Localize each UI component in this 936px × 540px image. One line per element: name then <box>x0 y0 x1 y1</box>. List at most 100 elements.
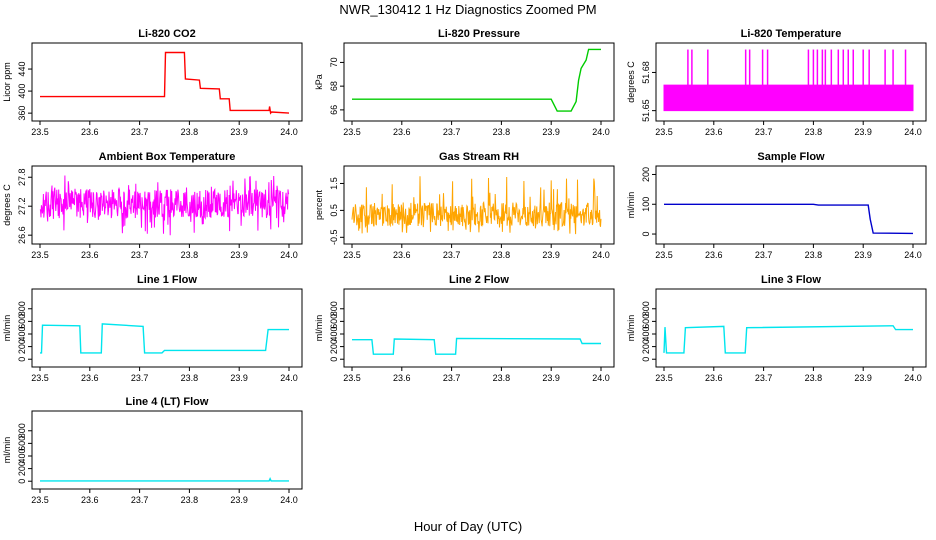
x-tick-label: 23.8 <box>805 373 823 383</box>
x-tick-label: 23.7 <box>755 373 773 383</box>
series-line <box>352 337 601 355</box>
panel-3: Li-820 Temperature degrees C 23.5 23.6 23.7 2… <box>626 28 927 137</box>
x-tick-label: 24.0 <box>904 127 922 137</box>
x-tick-label: 24.0 <box>592 373 610 383</box>
y-tick-label: 27.8 <box>17 168 27 186</box>
data-series <box>664 203 914 235</box>
panel-4: Ambient Box Temperature degrees C 23.5 23.6… <box>2 151 303 260</box>
y-tick-label: 27.2 <box>17 197 27 215</box>
panel-7: Line 1 Flow ml/min 23.5 23.6 23.7 23.8 23.9 24.… <box>2 274 303 383</box>
y-axis-label: ml/min <box>626 192 636 219</box>
x-tick-label: 23.9 <box>230 250 248 260</box>
y-tick-label: 200 <box>641 167 651 182</box>
panel-title: Line 2 Flow <box>449 274 509 286</box>
panel-title: Li-820 Pressure <box>438 28 520 40</box>
y-tick-label: 600 <box>17 436 27 451</box>
x-tick-label: 23.9 <box>854 373 872 383</box>
data-series <box>663 49 914 112</box>
series-line <box>39 175 290 236</box>
plot-frame <box>343 288 615 368</box>
plot-frame <box>655 42 927 122</box>
panel-1: Li-820 CO2 Licor ppm 23.5 23.6 23.7 23.8 23.9 2… <box>2 28 303 137</box>
plot-frame <box>343 42 615 122</box>
x-tick-label: 23.6 <box>393 373 411 383</box>
x-tick-label: 23.7 <box>131 250 149 260</box>
y-tick-label: 68 <box>329 81 339 91</box>
x-tick-label: 23.6 <box>81 495 99 505</box>
x-tick-label: 23.9 <box>230 373 248 383</box>
x-tick-label: 23.7 <box>443 373 461 383</box>
data-series <box>352 337 601 355</box>
y-tick-label: 800 <box>17 301 27 316</box>
plot-frame <box>31 42 303 122</box>
y-axis-label: ml/min <box>626 315 636 342</box>
y-tick-label: 800 <box>641 301 651 316</box>
x-tick-label: 24.0 <box>280 495 298 505</box>
x-tick-label: 23.8 <box>181 373 199 383</box>
y-tick-label: 600 <box>329 314 339 329</box>
panel-title: Line 3 Flow <box>761 274 821 286</box>
panel-6: Sample Flow ml/min 23.5 23.6 23.7 23.8 23.9 24.… <box>626 151 927 260</box>
x-tick-label: 23.6 <box>705 250 723 260</box>
y-tick-label: 70 <box>329 57 339 67</box>
panel-title: Gas Stream RH <box>439 151 519 163</box>
y-tick-label: 26.6 <box>17 226 27 244</box>
x-tick-label: 24.0 <box>280 373 298 383</box>
x-tick-label: 23.6 <box>81 250 99 260</box>
y-tick-label: 0.5 <box>329 204 339 217</box>
x-tick-label: 23.9 <box>230 127 248 137</box>
y-tick-label: 1.5 <box>329 177 339 190</box>
data-series <box>39 175 290 236</box>
x-tick-label: 24.0 <box>592 250 610 260</box>
x-tick-label: 23.6 <box>393 250 411 260</box>
x-tick-label: 23.5 <box>31 250 49 260</box>
series-line <box>352 48 601 112</box>
x-tick-label: 23.8 <box>181 127 199 137</box>
x-tick-label: 23.8 <box>805 250 823 260</box>
series-line <box>663 325 913 354</box>
y-tick-label: 51.65 <box>641 99 651 122</box>
panel-title: Ambient Box Temperature <box>99 151 236 163</box>
y-tick-label: 800 <box>329 301 339 316</box>
y-tick-label: 0 <box>641 232 651 237</box>
y-tick-label: 0 <box>17 479 27 484</box>
x-tick-label: 23.5 <box>31 373 49 383</box>
data-series <box>352 48 601 112</box>
y-tick-label: 400 <box>17 84 27 99</box>
x-tick-label: 23.6 <box>705 127 723 137</box>
y-tick-label: 400 <box>329 326 339 341</box>
x-tick-label: 23.7 <box>755 127 773 137</box>
panel-title: Li-820 CO2 <box>138 28 195 40</box>
series-band <box>663 84 914 112</box>
y-axis-label: ml/min <box>314 315 324 342</box>
x-tick-label: 23.5 <box>655 250 673 260</box>
y-tick-label: 400 <box>641 326 651 341</box>
plot-frame <box>343 165 615 245</box>
panel-title: Sample Flow <box>757 151 825 163</box>
x-tick-label: 23.8 <box>493 127 511 137</box>
x-tick-label: 23.9 <box>854 250 872 260</box>
y-tick-label: -0.5 <box>329 230 339 246</box>
panel-title: Line 1 Flow <box>137 274 197 286</box>
plot-frame <box>31 165 303 245</box>
data-series <box>40 323 289 354</box>
x-tick-label: 23.7 <box>443 127 461 137</box>
x-tick-label: 23.7 <box>131 495 149 505</box>
y-axis-label: Licor ppm <box>2 62 12 102</box>
x-tick-label: 23.9 <box>542 373 560 383</box>
y-tick-label: 400 <box>17 448 27 463</box>
x-tick-label: 23.8 <box>181 495 199 505</box>
series-line <box>351 176 602 235</box>
data-series <box>351 176 602 235</box>
x-tick-label: 24.0 <box>280 127 298 137</box>
y-tick-label: 0 <box>329 357 339 362</box>
x-tick-label: 23.9 <box>230 495 248 505</box>
y-axis-label: kPa <box>314 74 324 90</box>
y-tick-label: 600 <box>17 314 27 329</box>
y-axis-label: degrees C <box>2 184 12 226</box>
y-tick-label: 100 <box>641 197 651 212</box>
x-tick-label: 24.0 <box>904 250 922 260</box>
x-tick-label: 23.5 <box>655 373 673 383</box>
x-tick-label: 23.5 <box>31 127 49 137</box>
figure-title: NWR_130412 1 Hz Diagnostics Zoomed PM <box>339 2 596 17</box>
